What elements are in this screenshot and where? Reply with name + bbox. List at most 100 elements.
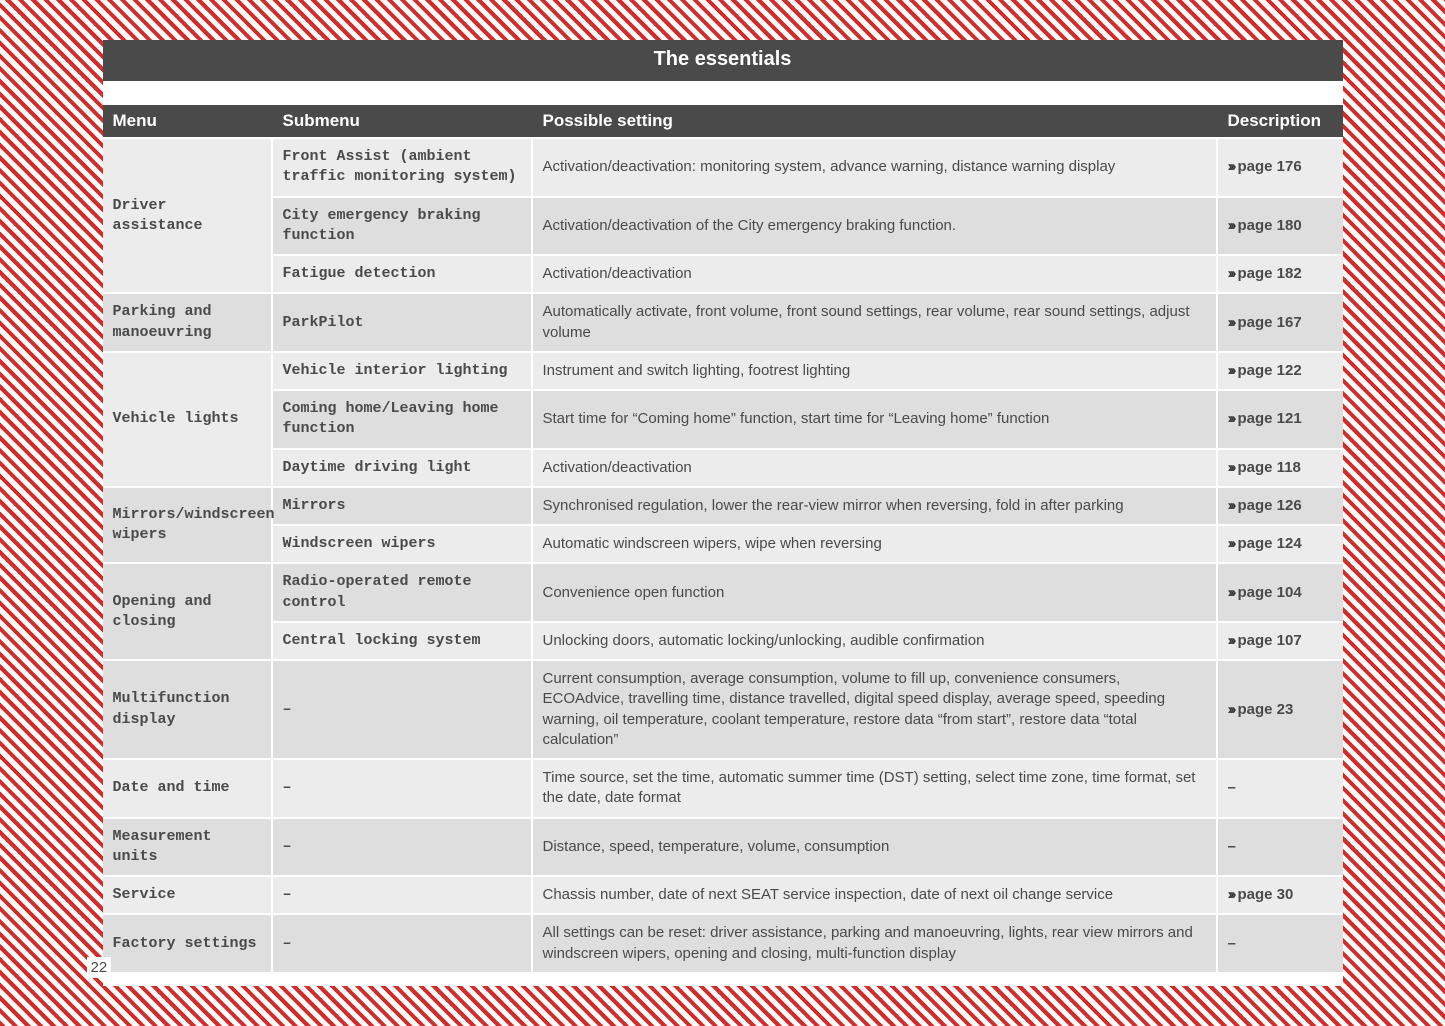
chevron-icon: ››› (1228, 459, 1234, 476)
page-number: 22 (87, 957, 112, 978)
page-title: The essentials (103, 40, 1343, 81)
description-cell: ›››page 121 (1218, 391, 1343, 448)
page-ref: page 30 (1238, 886, 1294, 903)
submenu-cell: Coming home/Leaving home function (273, 391, 533, 448)
menu-cell: Parking and manoeuvring (103, 294, 273, 351)
page-ref: page 176 (1238, 158, 1302, 175)
table-row: Parking and manoeuvringParkPilotAutomati… (103, 294, 1343, 351)
chevron-icon: ››› (1228, 497, 1234, 514)
chevron-icon: ››› (1228, 535, 1234, 552)
page-ref: page 107 (1238, 632, 1302, 649)
description-cell: ››› page 176 (1218, 139, 1343, 196)
page-ref: page 23 (1238, 701, 1294, 718)
setting-cell: Distance, speed, temperature, volume, co… (533, 819, 1218, 876)
submenu-cell: Central locking system (273, 623, 533, 659)
description-cell: ››› page 23 (1218, 661, 1343, 758)
submenu-cell: Vehicle interior lighting (273, 353, 533, 389)
page-ref: page 180 (1238, 217, 1302, 234)
table-row: Multifunction display–Current consumptio… (103, 661, 1343, 758)
setting-cell: Activation/deactivation (533, 256, 1218, 292)
setting-cell: Synchronised regulation, lower the rear-… (533, 488, 1218, 524)
description-cell: ›››page 182 (1218, 256, 1343, 292)
description-cell: ››› page 167 (1218, 294, 1343, 351)
table-row: Coming home/Leaving home functionStart t… (103, 391, 1343, 448)
chevron-icon: ››› (1228, 632, 1234, 649)
page-ref: page 121 (1238, 410, 1302, 427)
menu-cell: Service (103, 877, 273, 913)
submenu-cell: City emergency braking function (273, 198, 533, 255)
table-row: Fatigue detectionActivation/deactivation… (103, 256, 1343, 292)
setting-cell: Activation/deactivation (533, 450, 1218, 486)
setting-cell: Convenience open function (533, 564, 1218, 621)
col-setting: Possible setting (533, 105, 1218, 137)
menu-cell: Date and time (103, 760, 273, 817)
submenu-cell: – (273, 915, 533, 972)
submenu-cell: Fatigue detection (273, 256, 533, 292)
submenu-cell: – (273, 877, 533, 913)
table-row: Mirrors/windscreen wipersMirrorsSynchron… (103, 488, 1343, 524)
table-row: Date and time–Time source, set the time,… (103, 760, 1343, 817)
menu-cell: Opening and closing (103, 564, 273, 659)
description-cell: ››› page 118 (1218, 450, 1343, 486)
chevron-icon: ››› (1228, 886, 1234, 903)
setting-cell: Chassis number, date of next SEAT servic… (533, 877, 1218, 913)
chevron-icon: ››› (1228, 701, 1234, 718)
description-cell: – (1218, 819, 1343, 876)
setting-cell: Activation/deactivation of the City emer… (533, 198, 1218, 255)
setting-cell: Automatic windscreen wipers, wipe when r… (533, 526, 1218, 562)
table-row: Daytime driving lightActivation/deactiva… (103, 450, 1343, 486)
page-ref: page 126 (1238, 497, 1302, 514)
table-row: City emergency braking functionActivatio… (103, 198, 1343, 255)
page-ref: page 182 (1238, 265, 1302, 282)
setting-cell: Instrument and switch lighting, footrest… (533, 353, 1218, 389)
description-cell: – (1218, 915, 1343, 972)
submenu-cell: – (273, 760, 533, 817)
setting-cell: Start time for “Coming home” function, s… (533, 391, 1218, 448)
table-header-row: Menu Submenu Possible setting Descriptio… (103, 105, 1343, 137)
col-menu: Menu (103, 105, 273, 137)
table-row: Central locking systemUnlocking doors, a… (103, 623, 1343, 659)
page-ref: page 104 (1238, 584, 1302, 601)
description-cell: ››› page 107 (1218, 623, 1343, 659)
table-row: Opening and closingRadio-operated remote… (103, 564, 1343, 621)
menu-cell: Factory settings (103, 915, 273, 972)
submenu-cell: – (273, 819, 533, 876)
menu-cell: Driver assistance (103, 139, 273, 292)
description-cell: ›››page 124 (1218, 526, 1343, 562)
page-ref: page 118 (1238, 459, 1301, 476)
setting-cell: Automatically activate, front volume, fr… (533, 294, 1218, 351)
chevron-icon: ››› (1228, 584, 1234, 601)
table-row: Factory settings–All settings can be res… (103, 915, 1343, 972)
submenu-cell: Front Assist (ambient traffic monitoring… (273, 139, 533, 196)
submenu-cell: Windscreen wipers (273, 526, 533, 562)
submenu-cell: Daytime driving light (273, 450, 533, 486)
menu-cell: Vehicle lights (103, 353, 273, 486)
description-cell: – (1218, 760, 1343, 817)
table-row: Windscreen wipersAutomatic windscreen wi… (103, 526, 1343, 562)
chevron-icon: ››› (1228, 217, 1234, 234)
table-row: Service–Chassis number, date of next SEA… (103, 877, 1343, 913)
page-ref: – (1228, 779, 1236, 796)
chevron-icon: ››› (1228, 158, 1234, 175)
submenu-cell: Radio-operated remote control (273, 564, 533, 621)
menu-cell: Measurement units (103, 819, 273, 876)
setting-cell: Activation/deactivation: monitoring syst… (533, 139, 1218, 196)
page-ref: page 122 (1238, 362, 1302, 379)
submenu-cell: ParkPilot (273, 294, 533, 351)
description-cell: ››› page 126 (1218, 488, 1343, 524)
setting-cell: Current consumption, average consumption… (533, 661, 1218, 758)
chevron-icon: ››› (1228, 314, 1234, 331)
page-ref: – (1228, 838, 1236, 855)
setting-cell: Unlocking doors, automatic locking/unloc… (533, 623, 1218, 659)
table-row: Vehicle lightsVehicle interior lightingI… (103, 353, 1343, 389)
description-cell: ››› page 122 (1218, 353, 1343, 389)
table-row: Measurement units–Distance, speed, tempe… (103, 819, 1343, 876)
setting-cell: All settings can be reset: driver assist… (533, 915, 1218, 972)
col-description: Description (1218, 105, 1343, 137)
menu-cell: Multifunction display (103, 661, 273, 758)
page-ref: page 167 (1238, 314, 1302, 331)
description-cell: ››› page 180 (1218, 198, 1343, 255)
chevron-icon: ››› (1228, 362, 1234, 379)
table-body: Driver assistanceFront Assist (ambient t… (103, 139, 1343, 972)
col-submenu: Submenu (273, 105, 533, 137)
